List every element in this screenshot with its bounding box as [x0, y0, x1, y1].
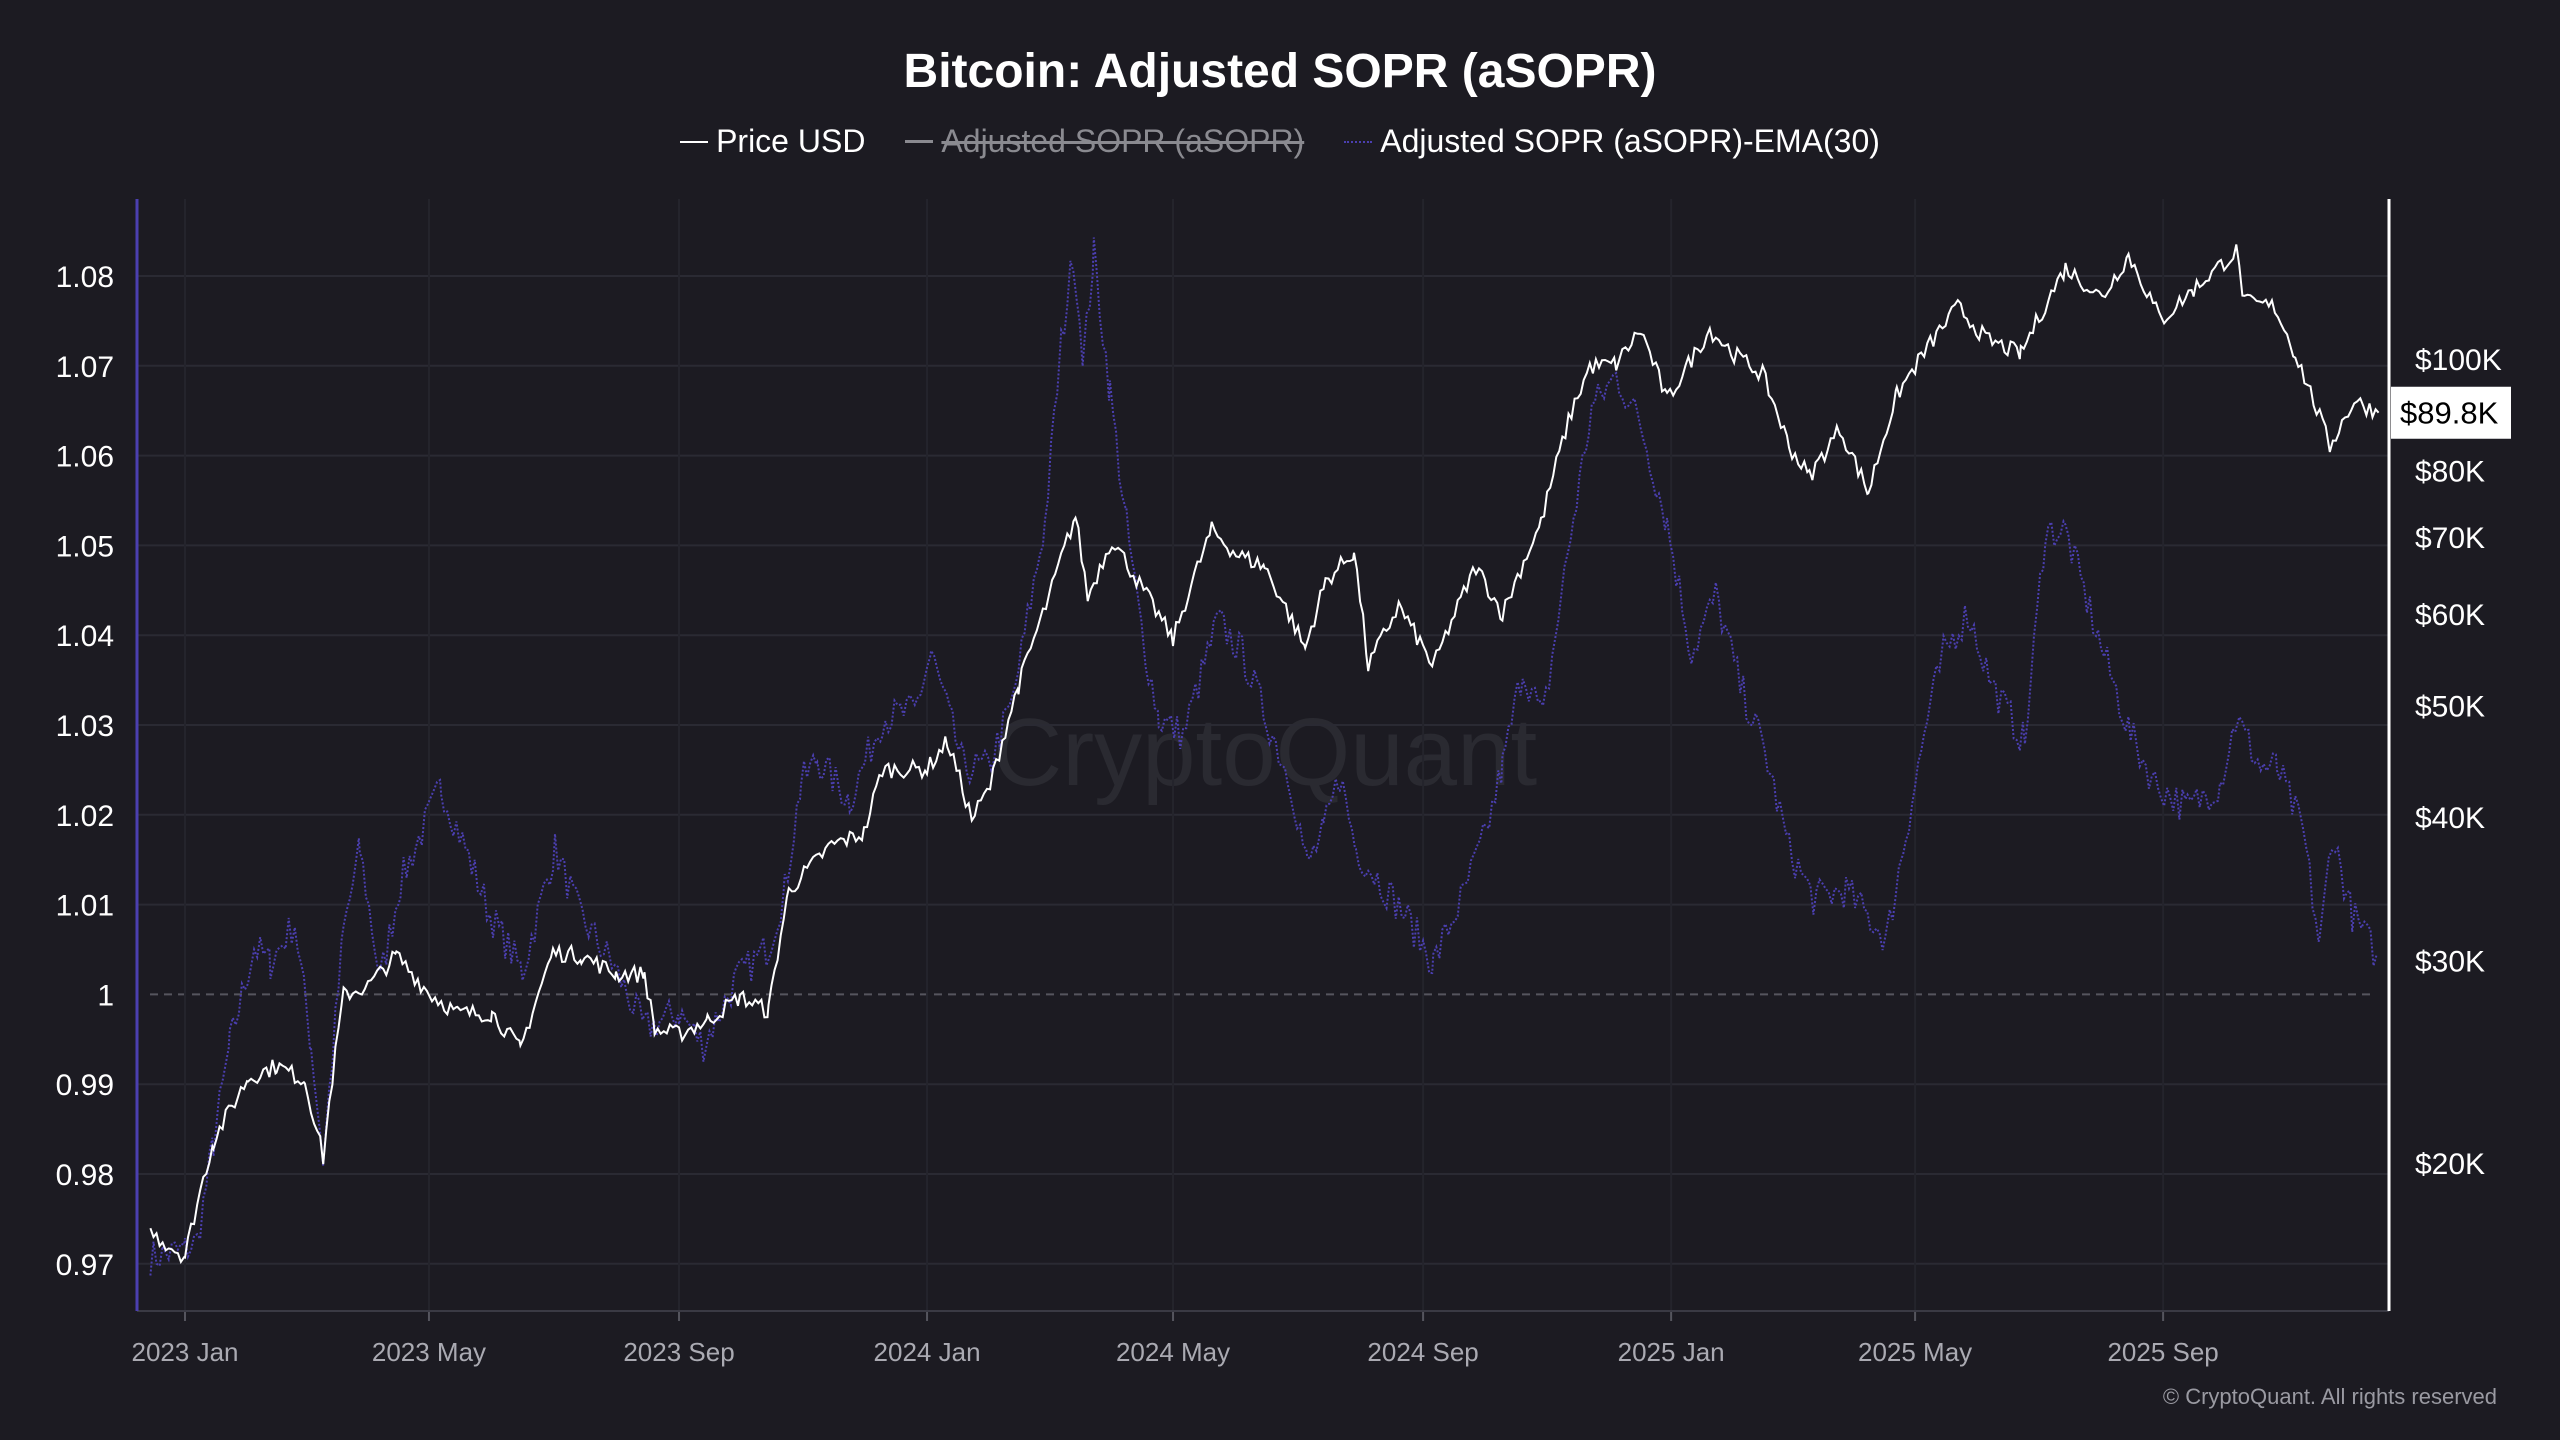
current-price-label: $89.8K	[2400, 396, 2499, 431]
left-tick-label: 1.05	[56, 530, 114, 563]
legend-label-asopr-ema: Adjusted SOPR (aSOPR)-EMA(30)	[1380, 123, 1880, 159]
x-tick-label: 2024 Sep	[1367, 1337, 1478, 1367]
left-tick-label: 1.06	[56, 441, 114, 474]
legend-label-asopr: Adjusted SOPR (aSOPR)	[941, 123, 1305, 159]
left-tick-label: 0.97	[56, 1249, 114, 1282]
left-tick-label: 1.04	[56, 620, 114, 653]
left-tick-label: 1.07	[56, 351, 114, 384]
left-tick-label: 0.98	[56, 1159, 114, 1192]
watermark: CryptoQuant	[993, 699, 1537, 806]
right-tick-label: $80K	[2415, 455, 2485, 488]
x-tick-label: 2025 Sep	[2107, 1337, 2218, 1367]
left-tick-label: 1.01	[56, 890, 114, 923]
x-tick-label: 2024 Jan	[874, 1337, 981, 1367]
left-tick-label: 1.03	[56, 710, 114, 743]
right-tick-label: $30K	[2415, 946, 2485, 979]
legend-swatch-asopr-ema	[1344, 140, 1373, 143]
right-tick-label: $20K	[2415, 1148, 2485, 1181]
x-tick-label: 2023 May	[372, 1337, 486, 1367]
legend-label-price: Price USD	[716, 123, 866, 159]
legend: Price USD Adjusted SOPR (aSOPR) Adjusted…	[0, 123, 2560, 160]
copyright: © CryptoQuant. All rights reserved	[2162, 1384, 2497, 1409]
legend-item-price[interactable]: Price USD	[680, 123, 865, 160]
legend-swatch-asopr	[905, 140, 934, 143]
legend-item-asopr-ema[interactable]: Adjusted SOPR (aSOPR)-EMA(30)	[1344, 123, 1880, 160]
x-tick-label: 2025 May	[1858, 1337, 1972, 1367]
x-tick-label: 2025 Jan	[1618, 1337, 1725, 1367]
legend-item-asopr[interactable]: Adjusted SOPR (aSOPR)	[905, 123, 1304, 160]
x-tick-label: 2023 Jan	[132, 1337, 239, 1367]
left-tick-label: 1	[97, 979, 114, 1012]
chart-title: Bitcoin: Adjusted SOPR (aSOPR)	[903, 45, 1657, 98]
x-tick-label: 2023 Sep	[623, 1337, 734, 1367]
right-tick-label: $60K	[2415, 599, 2485, 632]
left-tick-label: 1.08	[56, 261, 114, 294]
right-tick-label: $70K	[2415, 522, 2485, 555]
right-tick-label: $40K	[2415, 802, 2485, 835]
series-price-line	[149, 244, 2380, 1265]
left-tick-label: 1.02	[56, 800, 114, 833]
legend-swatch-price	[680, 140, 709, 143]
x-tick-label: 2024 May	[1116, 1337, 1230, 1367]
series-asopr-ema-line	[149, 237, 2378, 1276]
left-tick-label: 0.99	[56, 1069, 114, 1102]
right-tick-label: $50K	[2415, 690, 2485, 723]
current-price-badge	[2391, 386, 2511, 439]
right-tick-label: $100K	[2415, 344, 2502, 377]
